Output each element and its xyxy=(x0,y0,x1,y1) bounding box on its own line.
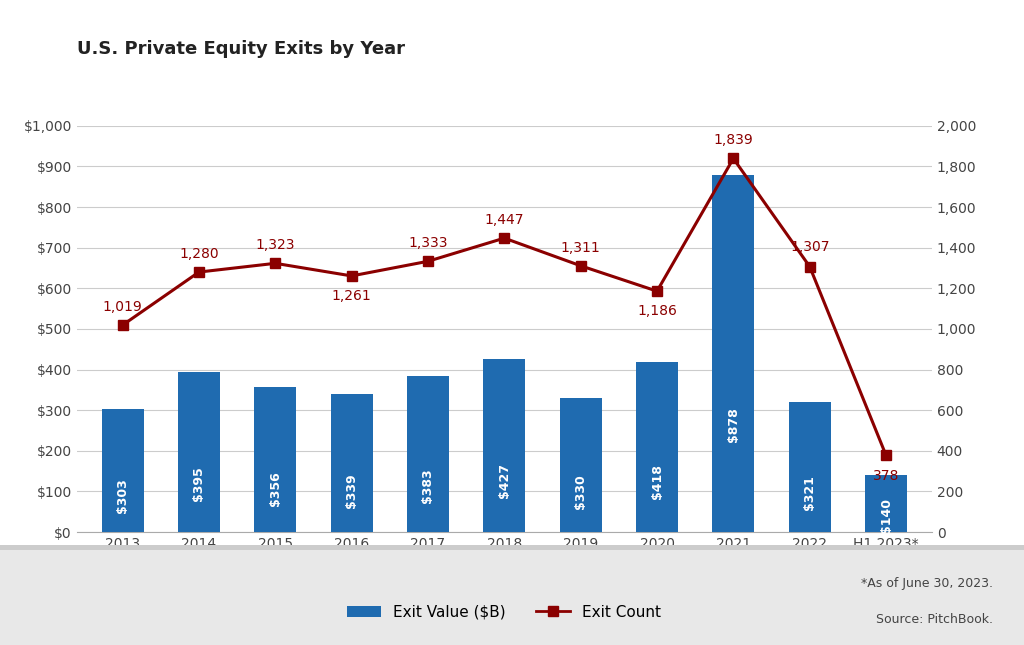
Text: $878: $878 xyxy=(727,408,740,442)
Bar xyxy=(636,362,678,532)
Text: $395: $395 xyxy=(193,466,206,501)
Text: $356: $356 xyxy=(268,471,282,506)
Bar xyxy=(254,388,296,532)
Text: 1,261: 1,261 xyxy=(332,289,372,303)
Text: U.S. Private Equity Exits by Year: U.S. Private Equity Exits by Year xyxy=(77,39,404,57)
Legend: Exit Value ($B), Exit Count: Exit Value ($B), Exit Count xyxy=(341,599,668,626)
Text: 1,280: 1,280 xyxy=(179,247,219,261)
Text: 1,311: 1,311 xyxy=(561,241,600,255)
Text: $418: $418 xyxy=(650,464,664,499)
Text: $427: $427 xyxy=(498,462,511,497)
Text: $303: $303 xyxy=(116,478,129,513)
Text: $330: $330 xyxy=(574,475,587,510)
Bar xyxy=(483,359,525,532)
Text: $383: $383 xyxy=(422,468,434,502)
Text: Source: PitchBook.: Source: PitchBook. xyxy=(877,613,993,626)
Text: 1,839: 1,839 xyxy=(714,134,754,147)
Text: $339: $339 xyxy=(345,473,358,508)
Text: 378: 378 xyxy=(872,468,899,482)
Bar xyxy=(788,402,830,532)
Text: $321: $321 xyxy=(803,475,816,510)
Text: 1,186: 1,186 xyxy=(637,304,677,319)
Text: 1,323: 1,323 xyxy=(256,238,295,252)
Text: 1,447: 1,447 xyxy=(484,213,524,227)
Bar xyxy=(331,394,373,532)
Text: *As of June 30, 2023.: *As of June 30, 2023. xyxy=(861,577,993,590)
Bar xyxy=(713,175,755,532)
Bar xyxy=(560,398,602,532)
Text: 1,019: 1,019 xyxy=(102,300,142,314)
Bar xyxy=(407,377,449,532)
Text: 1,307: 1,307 xyxy=(790,241,829,254)
Text: $140: $140 xyxy=(880,497,893,533)
Bar xyxy=(101,409,143,532)
Bar xyxy=(178,372,220,532)
Text: 1,333: 1,333 xyxy=(409,236,447,250)
Bar xyxy=(865,475,907,532)
